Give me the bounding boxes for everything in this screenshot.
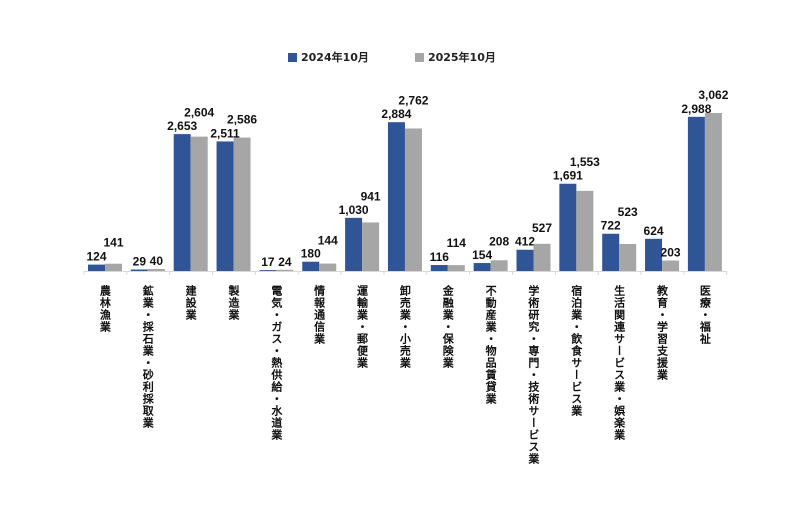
data-label: 154 — [472, 248, 492, 262]
data-label: 523 — [618, 205, 638, 219]
data-label: 208 — [489, 234, 509, 248]
x-tick-label: 製造業 — [226, 285, 240, 321]
bar-2024 — [345, 217, 363, 271]
bar-2025 — [662, 260, 680, 271]
bar-2025 — [105, 263, 122, 271]
x-tick-label: 不動産業・物品賃貸業 — [484, 285, 498, 405]
bar-2024 — [216, 141, 234, 271]
bar-2025 — [233, 137, 251, 271]
data-label: 1,691 — [553, 169, 583, 183]
data-label: 2,653 — [167, 119, 197, 133]
x-tick-label: 鉱業・採石業・砂利採取業 — [141, 285, 155, 429]
bar-2024 — [130, 269, 148, 271]
data-label: 2,511 — [210, 126, 240, 140]
data-label: 1,553 — [570, 155, 600, 169]
legend-label-2025: 2025年10月 — [427, 51, 496, 64]
data-label: 722 — [601, 219, 621, 233]
data-label: 203 — [661, 246, 681, 260]
bar-2025 — [319, 263, 337, 271]
legend-swatch-2025 — [414, 52, 424, 62]
data-label: 3,062 — [698, 88, 728, 102]
legend-item-2025: 2025年10月 — [414, 49, 496, 65]
legend-label-2024: 2024年10月 — [301, 51, 369, 64]
bar-2025 — [490, 260, 508, 271]
data-label: 116 — [430, 250, 450, 264]
x-tick-label: 医療・福祉 — [698, 285, 712, 345]
data-label: 1,030 — [339, 203, 369, 217]
bar-2024 — [430, 265, 448, 271]
bar-2025 — [190, 136, 208, 271]
bar-2024 — [173, 134, 191, 271]
x-tick-label: 学術研究・専門・技術サービス業 — [526, 285, 540, 465]
bar-2024 — [259, 270, 277, 271]
x-tick-label: 建設業 — [184, 285, 198, 321]
data-label: 17 — [261, 255, 275, 269]
bar-2024 — [302, 261, 320, 271]
x-tick-label: 金融業・保険業 — [441, 285, 455, 369]
data-label: 114 — [447, 236, 467, 250]
data-label: 124 — [86, 250, 106, 264]
x-tick-label: 宿泊業・飲食サービス業 — [569, 285, 583, 417]
bar-2025 — [276, 269, 294, 271]
x-tick-label: 教育・学習支援業 — [655, 285, 669, 381]
data-label: 2,586 — [227, 113, 257, 127]
data-label: 624 — [644, 224, 664, 238]
data-label: 29 — [133, 255, 147, 269]
bar-2025 — [147, 268, 165, 271]
data-label: 180 — [301, 247, 321, 261]
data-label: 144 — [318, 234, 338, 248]
data-label: 941 — [361, 189, 381, 203]
bar-2024 — [516, 249, 534, 271]
data-label: 40 — [150, 254, 164, 268]
bar-2024 — [88, 264, 105, 271]
data-label: 2,604 — [184, 106, 214, 120]
data-label: 24 — [278, 255, 292, 269]
bar-2025 — [533, 243, 551, 271]
x-tick-label: 卸売業・小売業 — [398, 285, 412, 369]
bar-2025 — [576, 190, 594, 271]
bar-2024 — [687, 116, 705, 271]
bar-2025 — [619, 244, 637, 271]
bar-2025 — [362, 222, 380, 271]
bar-2025 — [704, 113, 722, 271]
data-label: 2,762 — [398, 93, 428, 107]
data-label: 412 — [515, 235, 535, 249]
bar-2024 — [473, 263, 491, 271]
bar-2025 — [447, 265, 465, 271]
x-tick-label: 農林漁業 — [98, 285, 112, 333]
x-tick-label: 生活関連サービス業・娯楽業 — [612, 285, 626, 441]
data-label: 141 — [103, 236, 123, 250]
legend-item-2024: 2024年10月 — [288, 49, 369, 65]
legend: 2024年10月 2025年10月 — [288, 49, 542, 65]
bar-2024 — [559, 183, 577, 271]
bar-2024 — [602, 233, 620, 271]
data-label: 2,884 — [381, 107, 411, 121]
data-label: 2,988 — [681, 102, 711, 116]
legend-swatch-2024 — [288, 52, 297, 62]
x-tick-label: 運輸業・郵便業 — [355, 285, 369, 369]
bar-2024 — [645, 238, 663, 271]
bar-2024 — [387, 122, 405, 271]
bar-2025 — [404, 128, 422, 271]
data-label: 527 — [532, 221, 552, 235]
x-tick-label: 情報通信業 — [312, 285, 326, 345]
x-tick-label: 電気・ガス・熱供給・水道業 — [269, 285, 283, 441]
